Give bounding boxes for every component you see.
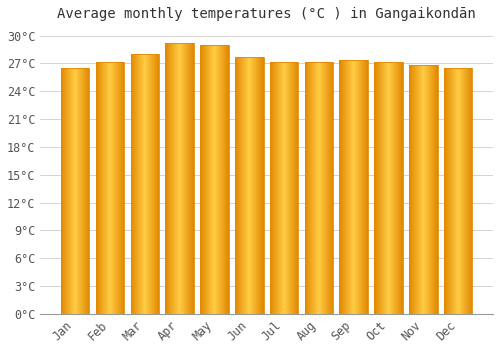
Bar (200, 45, 228, 314)
Bar (96, 62, 124, 314)
Bar (61, 68, 90, 314)
Bar (374, 62, 403, 314)
Bar (444, 68, 472, 314)
Bar (130, 54, 159, 314)
Bar (340, 60, 368, 314)
Bar (409, 65, 438, 314)
Bar (270, 62, 298, 314)
Bar (166, 43, 194, 314)
Title: Average monthly temperatures (°C ) in Gangaikondān: Average monthly temperatures (°C ) in Ga… (58, 7, 476, 21)
Bar (304, 62, 333, 314)
Bar (235, 57, 264, 314)
